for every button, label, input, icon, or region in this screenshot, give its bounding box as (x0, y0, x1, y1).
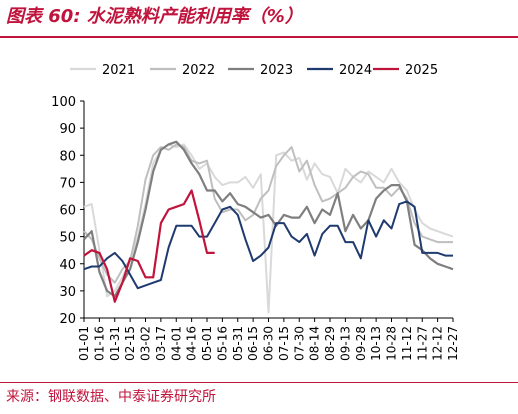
x-tick-label: 01-01 (77, 326, 91, 361)
x-tick-label: 09-28 (354, 326, 368, 361)
footer-rule (0, 382, 518, 383)
series-line-2024 (83, 200, 453, 290)
x-tick-label: 05-31 (231, 326, 245, 361)
y-tick-label: 90 (59, 122, 76, 137)
legend-label-2025: 2025 (405, 63, 438, 78)
x-tick-label: 11-27 (415, 326, 429, 361)
legend-label-2023: 2023 (260, 63, 293, 78)
series-line-2022 (83, 143, 453, 284)
x-tick-label: 10-13 (369, 326, 383, 361)
x-tick-label: 03-02 (139, 326, 153, 361)
legend-label-2024: 2024 (339, 63, 372, 78)
y-tick-label: 50 (59, 231, 76, 246)
x-tick-label: 03-17 (154, 326, 168, 361)
x-tick-label: 05-16 (215, 326, 229, 361)
y-tick-label: 70 (59, 176, 76, 191)
x-tick-label: 01-31 (108, 326, 122, 361)
x-tick-label: 12-12 (431, 326, 445, 361)
legend-label-2021: 2021 (102, 63, 135, 78)
x-tick-label: 01-16 (92, 326, 106, 361)
series-line-2025 (83, 189, 215, 303)
x-tick-label: 10-28 (385, 326, 399, 361)
x-tick-label: 07-30 (292, 326, 306, 361)
x-tick-label: 02-15 (123, 326, 137, 361)
legend-label-2022: 2022 (182, 63, 215, 78)
x-tick-label: 09-13 (338, 326, 352, 361)
y-tick-label: 40 (59, 258, 76, 273)
y-tick-label: 100 (51, 95, 76, 110)
x-tick-label: 11-12 (400, 326, 414, 361)
x-tick-label: 12-27 (446, 326, 460, 361)
x-tick-label: 07-15 (277, 326, 291, 361)
y-tick-label: 30 (59, 285, 76, 300)
x-tick-label: 04-16 (185, 326, 199, 361)
y-tick-label: 60 (59, 204, 76, 219)
figure-title: 图表 60: 水泥熟料产能利用率（%） (6, 6, 303, 27)
x-tick-label: 05-01 (200, 326, 214, 361)
source-note: 来源：钢联数据、中泰证券研究所 (6, 389, 216, 405)
y-tick-label: 20 (59, 312, 76, 327)
title-rule (0, 36, 518, 38)
y-tick-label: 80 (59, 149, 76, 164)
x-tick-label: 08-14 (308, 326, 322, 361)
x-tick-label: 08-29 (323, 326, 337, 361)
x-tick-label: 06-30 (262, 326, 276, 361)
x-tick-label: 06-15 (246, 326, 260, 361)
x-tick-label: 04-01 (169, 326, 183, 361)
series-line-2023 (83, 140, 454, 298)
